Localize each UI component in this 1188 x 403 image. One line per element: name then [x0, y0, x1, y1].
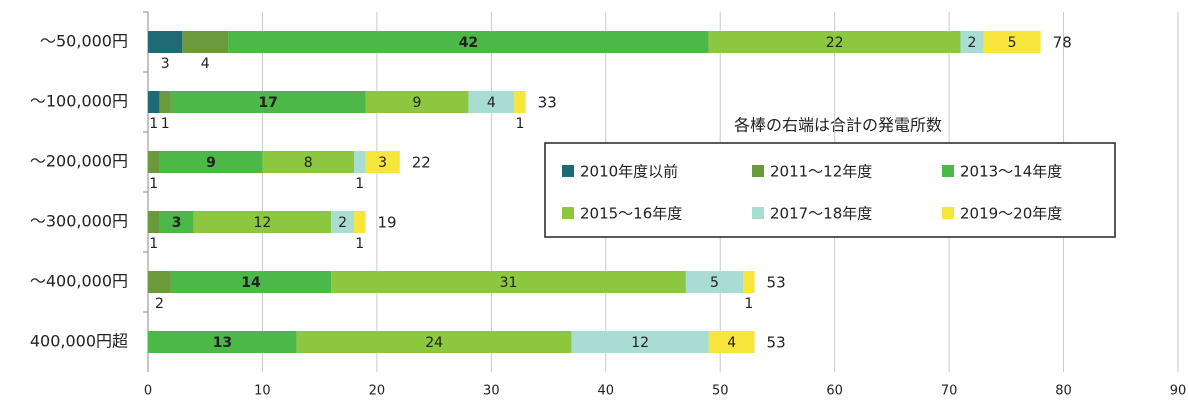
bar-segment: [159, 211, 194, 233]
legend-swatch: [942, 165, 954, 177]
legend-label: 2019～20年度: [960, 205, 1062, 223]
data-label: 13: [213, 335, 232, 351]
y-tick-label: ～300,000円: [30, 212, 128, 231]
data-label: 1: [149, 116, 158, 132]
data-label: 1: [355, 236, 364, 252]
bar-segment: [960, 31, 984, 53]
legend-label: 2011～12年度: [770, 163, 872, 181]
bar-segment: [228, 31, 709, 53]
total-label: 53: [767, 334, 786, 352]
data-label: 9: [206, 155, 216, 171]
data-label: 1: [515, 116, 524, 132]
x-tick-label: 10: [254, 384, 271, 399]
data-label: 3: [172, 215, 182, 231]
legend-label: 2010年度以前: [580, 163, 678, 181]
y-tick-label: ～100,000円: [30, 92, 128, 111]
bar-segment: [354, 151, 366, 173]
legend-swatch: [752, 207, 764, 219]
bar-segment: [514, 91, 526, 113]
legend-swatch: [562, 207, 574, 219]
bar-segment: [354, 211, 366, 233]
data-label: 12: [254, 215, 272, 231]
total-label: 53: [767, 274, 786, 292]
data-label: 2: [968, 35, 977, 51]
data-label: 1: [149, 176, 158, 192]
data-label: 3: [161, 56, 170, 72]
bar-segment: [159, 151, 263, 173]
data-label: 4: [727, 335, 736, 351]
bar-segment: [148, 151, 160, 173]
y-tick-label: 400,000円超: [30, 332, 128, 351]
data-label: 14: [241, 275, 261, 291]
legend-label: 2013～14年度: [960, 163, 1062, 181]
data-label: 1: [149, 236, 158, 252]
total-label: 22: [412, 154, 431, 172]
data-label: 4: [487, 95, 496, 111]
bar-segment: [148, 91, 160, 113]
total-label: 78: [1053, 34, 1072, 52]
data-label: 12: [631, 335, 649, 351]
data-label: 8: [304, 155, 313, 171]
legend-label: 2017～18年度: [770, 205, 872, 223]
bar-segment: [331, 211, 354, 233]
bar-segment: [743, 271, 755, 293]
data-label: 1: [744, 296, 753, 312]
data-label: 2: [338, 215, 347, 231]
legend-swatch: [562, 165, 574, 177]
data-label: 1: [355, 176, 364, 192]
data-label: 1: [161, 116, 170, 132]
bar-segment: [148, 211, 160, 233]
data-label: 17: [258, 95, 277, 111]
x-tick-label: 20: [369, 384, 386, 399]
y-tick-label: ～400,000円: [30, 272, 128, 291]
bar-segment: [170, 91, 366, 113]
x-tick-label: 70: [941, 384, 958, 399]
bar-segment: [365, 151, 400, 173]
bar-segment: [331, 271, 686, 293]
data-label: 24: [425, 335, 443, 351]
data-label: 5: [1008, 35, 1017, 51]
bar-segment: [170, 271, 332, 293]
bar-segment: [182, 31, 229, 53]
bar-segment: [365, 91, 469, 113]
bar-segment: [262, 151, 354, 173]
data-label: 31: [500, 275, 518, 291]
x-tick-label: 30: [483, 384, 500, 399]
legend-box: [544, 142, 1116, 238]
bar-segment: [983, 31, 1041, 53]
bar-segment: [148, 271, 171, 293]
bar-segment: [571, 331, 709, 353]
y-tick-label: ～200,000円: [30, 152, 128, 171]
bar-segment: [148, 31, 183, 53]
data-label: 9: [412, 95, 421, 111]
bar-segment: [193, 211, 332, 233]
bar-segment: [296, 331, 572, 353]
y-tick-label: ～50,000円: [40, 32, 128, 51]
data-label: 42: [459, 35, 478, 51]
x-tick-label: 60: [826, 384, 843, 399]
data-label: 4: [201, 56, 210, 72]
x-tick-label: 90: [1170, 384, 1187, 399]
legend-label: 2015～16年度: [580, 205, 682, 223]
x-tick-label: 50: [712, 384, 729, 399]
bar-segment: [708, 331, 755, 353]
bar-segment: [708, 31, 961, 53]
legend-swatch: [942, 207, 954, 219]
data-label: 3: [378, 155, 387, 171]
annotation: 各棒の右端は合計の発電所数: [734, 116, 942, 135]
bar-segment: [468, 91, 515, 113]
data-label: 2: [155, 296, 164, 312]
legend-swatch: [752, 165, 764, 177]
x-tick-label: 40: [598, 384, 615, 399]
bar-segment: [148, 331, 297, 353]
bar-segment: [685, 271, 744, 293]
x-tick-label: 80: [1055, 384, 1072, 399]
total-label: 19: [377, 214, 396, 232]
x-tick-label: 0: [144, 384, 152, 399]
bar-segment: [159, 91, 171, 113]
total-label: 33: [538, 94, 557, 112]
data-label: 22: [826, 35, 844, 51]
data-label: 5: [710, 275, 719, 291]
